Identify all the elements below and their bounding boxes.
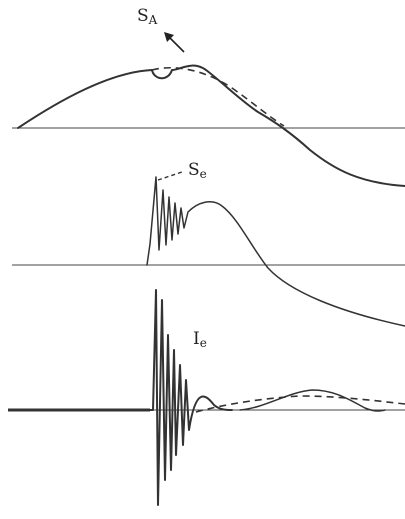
sa-panel: SA xyxy=(12,6,405,187)
ie-envelope-dashed xyxy=(195,395,405,413)
ie-secondary-wave xyxy=(239,389,386,412)
se-pointer-dashed xyxy=(157,171,183,181)
ie-label: Ie xyxy=(193,329,207,350)
arrow-icon xyxy=(164,32,185,53)
se-label: Se xyxy=(188,160,207,181)
ie-waveform xyxy=(149,289,233,506)
ie-panel: Ie xyxy=(8,289,405,506)
sa-envelope-dashed xyxy=(151,67,285,127)
sa-waveform xyxy=(17,64,405,187)
sa-label: SA xyxy=(137,6,158,27)
se-panel: Se xyxy=(12,160,405,327)
se-waveform xyxy=(146,176,405,327)
